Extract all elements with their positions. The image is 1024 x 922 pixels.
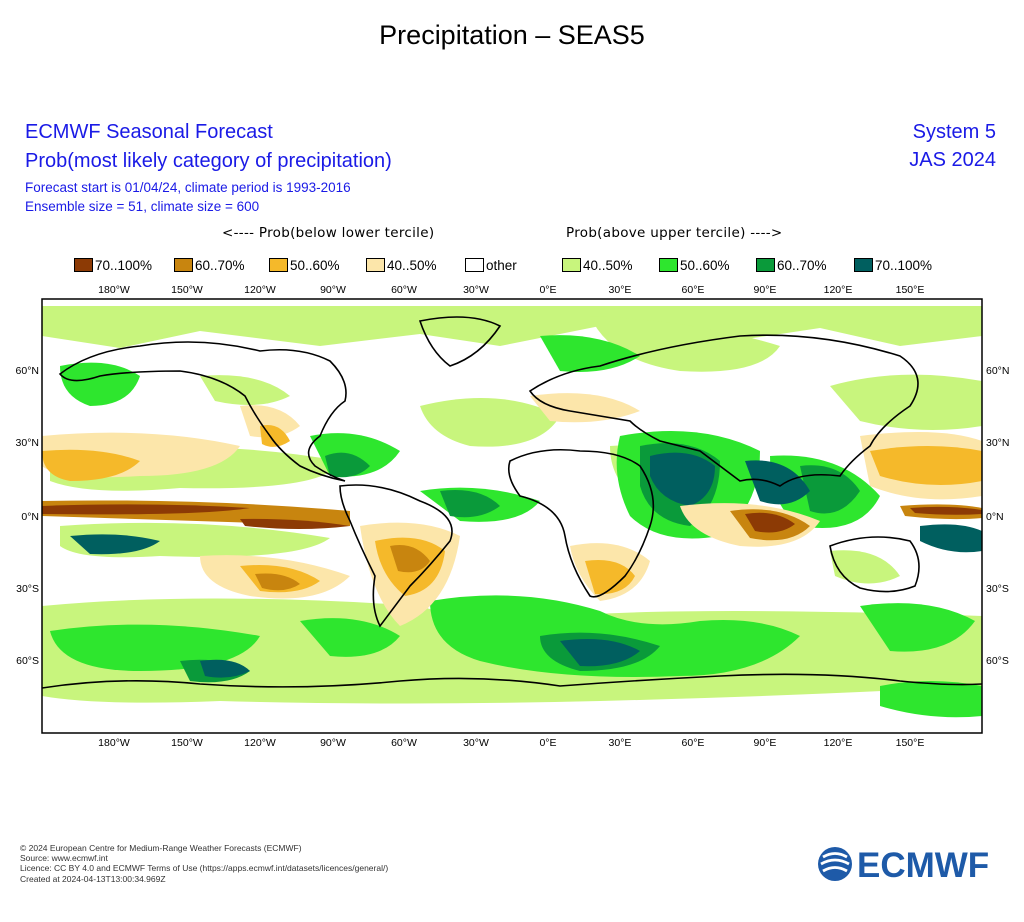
- lon-label: 90°E: [754, 737, 777, 749]
- legend-item: 60..70%: [756, 256, 827, 274]
- lon-label: 120°E: [824, 284, 853, 296]
- lon-label: 60°E: [682, 284, 705, 296]
- copyright-line: © 2024 European Centre for Medium-Range …: [20, 843, 302, 853]
- legend-label: 70..100%: [95, 257, 153, 273]
- legend-swatch: [854, 258, 873, 272]
- map-frame: [41, 298, 983, 734]
- forecast-subtitle: Prob(most likely category of precipitati…: [25, 150, 392, 172]
- lon-label: 30°E: [609, 737, 632, 749]
- page-title: Precipitation – SEAS5: [379, 20, 645, 50]
- lon-label: 150°E: [896, 284, 925, 296]
- legend-item: 50..60%: [659, 256, 730, 274]
- lon-label: 90°W: [320, 737, 346, 749]
- licence-line: Licence: CC BY 4.0 and ECMWF Terms of Us…: [20, 863, 389, 874]
- lon-label: 180°W: [98, 284, 130, 296]
- legend-label: 50..60%: [290, 257, 340, 273]
- forecast-start-line: Forecast start is 01/04/24, climate peri…: [25, 180, 351, 195]
- source-line: Source: www.ecmwf.int: [20, 853, 108, 864]
- lon-label: 60°W: [391, 284, 417, 296]
- lat-label: 60°S: [986, 655, 1009, 667]
- australia-coast: [829, 536, 920, 593]
- lon-label: 120°E: [824, 737, 853, 749]
- forecast-title: ECMWF Seasonal Forecast: [25, 121, 273, 143]
- lat-label: 30°N: [986, 437, 1009, 449]
- lat-label: 60°N: [986, 365, 1009, 377]
- period-label: JAS 2024: [909, 149, 996, 171]
- legend-swatch: [465, 258, 484, 272]
- below-tercile-label: <---- Prob(below lower tercile): [222, 225, 435, 241]
- lat-label: 30°S: [16, 583, 39, 595]
- antarctica-coast: [42, 673, 982, 689]
- lat-label: 30°N: [16, 437, 39, 449]
- legend-item: 40..50%: [366, 256, 437, 274]
- legend-item: 70..100%: [74, 256, 152, 274]
- lon-label: 120°W: [244, 284, 276, 296]
- legend: 70..100% 60..70% 50..60% 40..50% other 4…: [0, 256, 1024, 274]
- above-tercile-label: Prob(above upper tercile) ---->: [566, 225, 783, 241]
- legend-label: 60..70%: [195, 257, 245, 273]
- legend-label: 40..50%: [387, 257, 437, 273]
- south-america-coast: [339, 484, 453, 628]
- legend-label: 40..50%: [583, 257, 633, 273]
- lon-labels-top: 180°W 150°W 120°W 90°W 60°W 30°W 0°E 30°…: [98, 284, 924, 296]
- north-america-coast: [58, 341, 347, 482]
- lon-labels-bottom: 180°W 150°W 120°W 90°W 60°W 30°W 0°E 30°…: [98, 737, 924, 749]
- lat-label: 30°S: [986, 583, 1009, 595]
- legend-label: other: [486, 257, 517, 273]
- probability-fields: [42, 306, 982, 718]
- lon-label: 30°W: [463, 284, 489, 296]
- eurasia-coast: [528, 334, 919, 487]
- lat-labels-right: 60°N 30°N 0°N 30°S 60°S: [986, 365, 1009, 667]
- legend-item: 50..60%: [269, 256, 340, 274]
- africa-coast: [507, 448, 655, 598]
- footer: © 2024 European Centre for Medium-Range …: [20, 843, 388, 884]
- lon-label: 150°W: [171, 737, 203, 749]
- lon-label: 60°W: [391, 737, 417, 749]
- lon-label: 0°E: [539, 284, 556, 296]
- lon-label: 60°E: [682, 737, 705, 749]
- lon-label: 90°E: [754, 284, 777, 296]
- lat-label: 0°N: [986, 511, 1004, 523]
- legend-item: 40..50%: [562, 256, 633, 274]
- greenland-coast: [418, 316, 502, 367]
- ensemble-size-line: Ensemble size = 51, climate size = 600: [25, 199, 260, 214]
- lon-label: 120°W: [244, 737, 276, 749]
- lon-label: 90°W: [320, 284, 346, 296]
- lon-label: 30°W: [463, 737, 489, 749]
- ecmwf-logo: ECMWF: [818, 846, 989, 882]
- legend-swatch: [174, 258, 193, 272]
- lat-label: 60°S: [16, 655, 39, 667]
- legend-label: 50..60%: [680, 257, 730, 273]
- lon-label: 180°W: [98, 737, 130, 749]
- lon-label: 150°W: [171, 284, 203, 296]
- legend-label: 60..70%: [777, 257, 827, 273]
- legend-swatch: [756, 258, 775, 272]
- system-label: System 5: [912, 121, 996, 143]
- lon-label: 150°E: [896, 737, 925, 749]
- legend-item: 60..70%: [174, 256, 245, 274]
- legend-label: 70..100%: [875, 257, 933, 273]
- lon-label: 0°E: [539, 737, 556, 749]
- legend-swatch: [366, 258, 385, 272]
- legend-swatch: [659, 258, 678, 272]
- legend-swatch: [562, 258, 581, 272]
- legend-swatch: [74, 258, 93, 272]
- lat-label: 60°N: [16, 365, 39, 377]
- created-line: Created at 2024-04-13T13:00:34.969Z: [20, 873, 166, 884]
- legend-swatch: [269, 258, 288, 272]
- coastlines: [42, 316, 982, 689]
- legend-item: other: [465, 256, 517, 274]
- lat-label: 0°N: [21, 511, 39, 523]
- legend-item: 70..100%: [854, 256, 932, 274]
- ecmwf-emblem-icon: [818, 847, 852, 881]
- ecmwf-logo-text: ECMWF: [857, 846, 989, 882]
- lon-label: 30°E: [609, 284, 632, 296]
- lat-labels-left: 60°N 30°N 0°N 30°S 60°S: [16, 365, 39, 667]
- forecast-map: 180°W 150°W 120°W 90°W 60°W 30°W 0°E 30°…: [16, 284, 1010, 749]
